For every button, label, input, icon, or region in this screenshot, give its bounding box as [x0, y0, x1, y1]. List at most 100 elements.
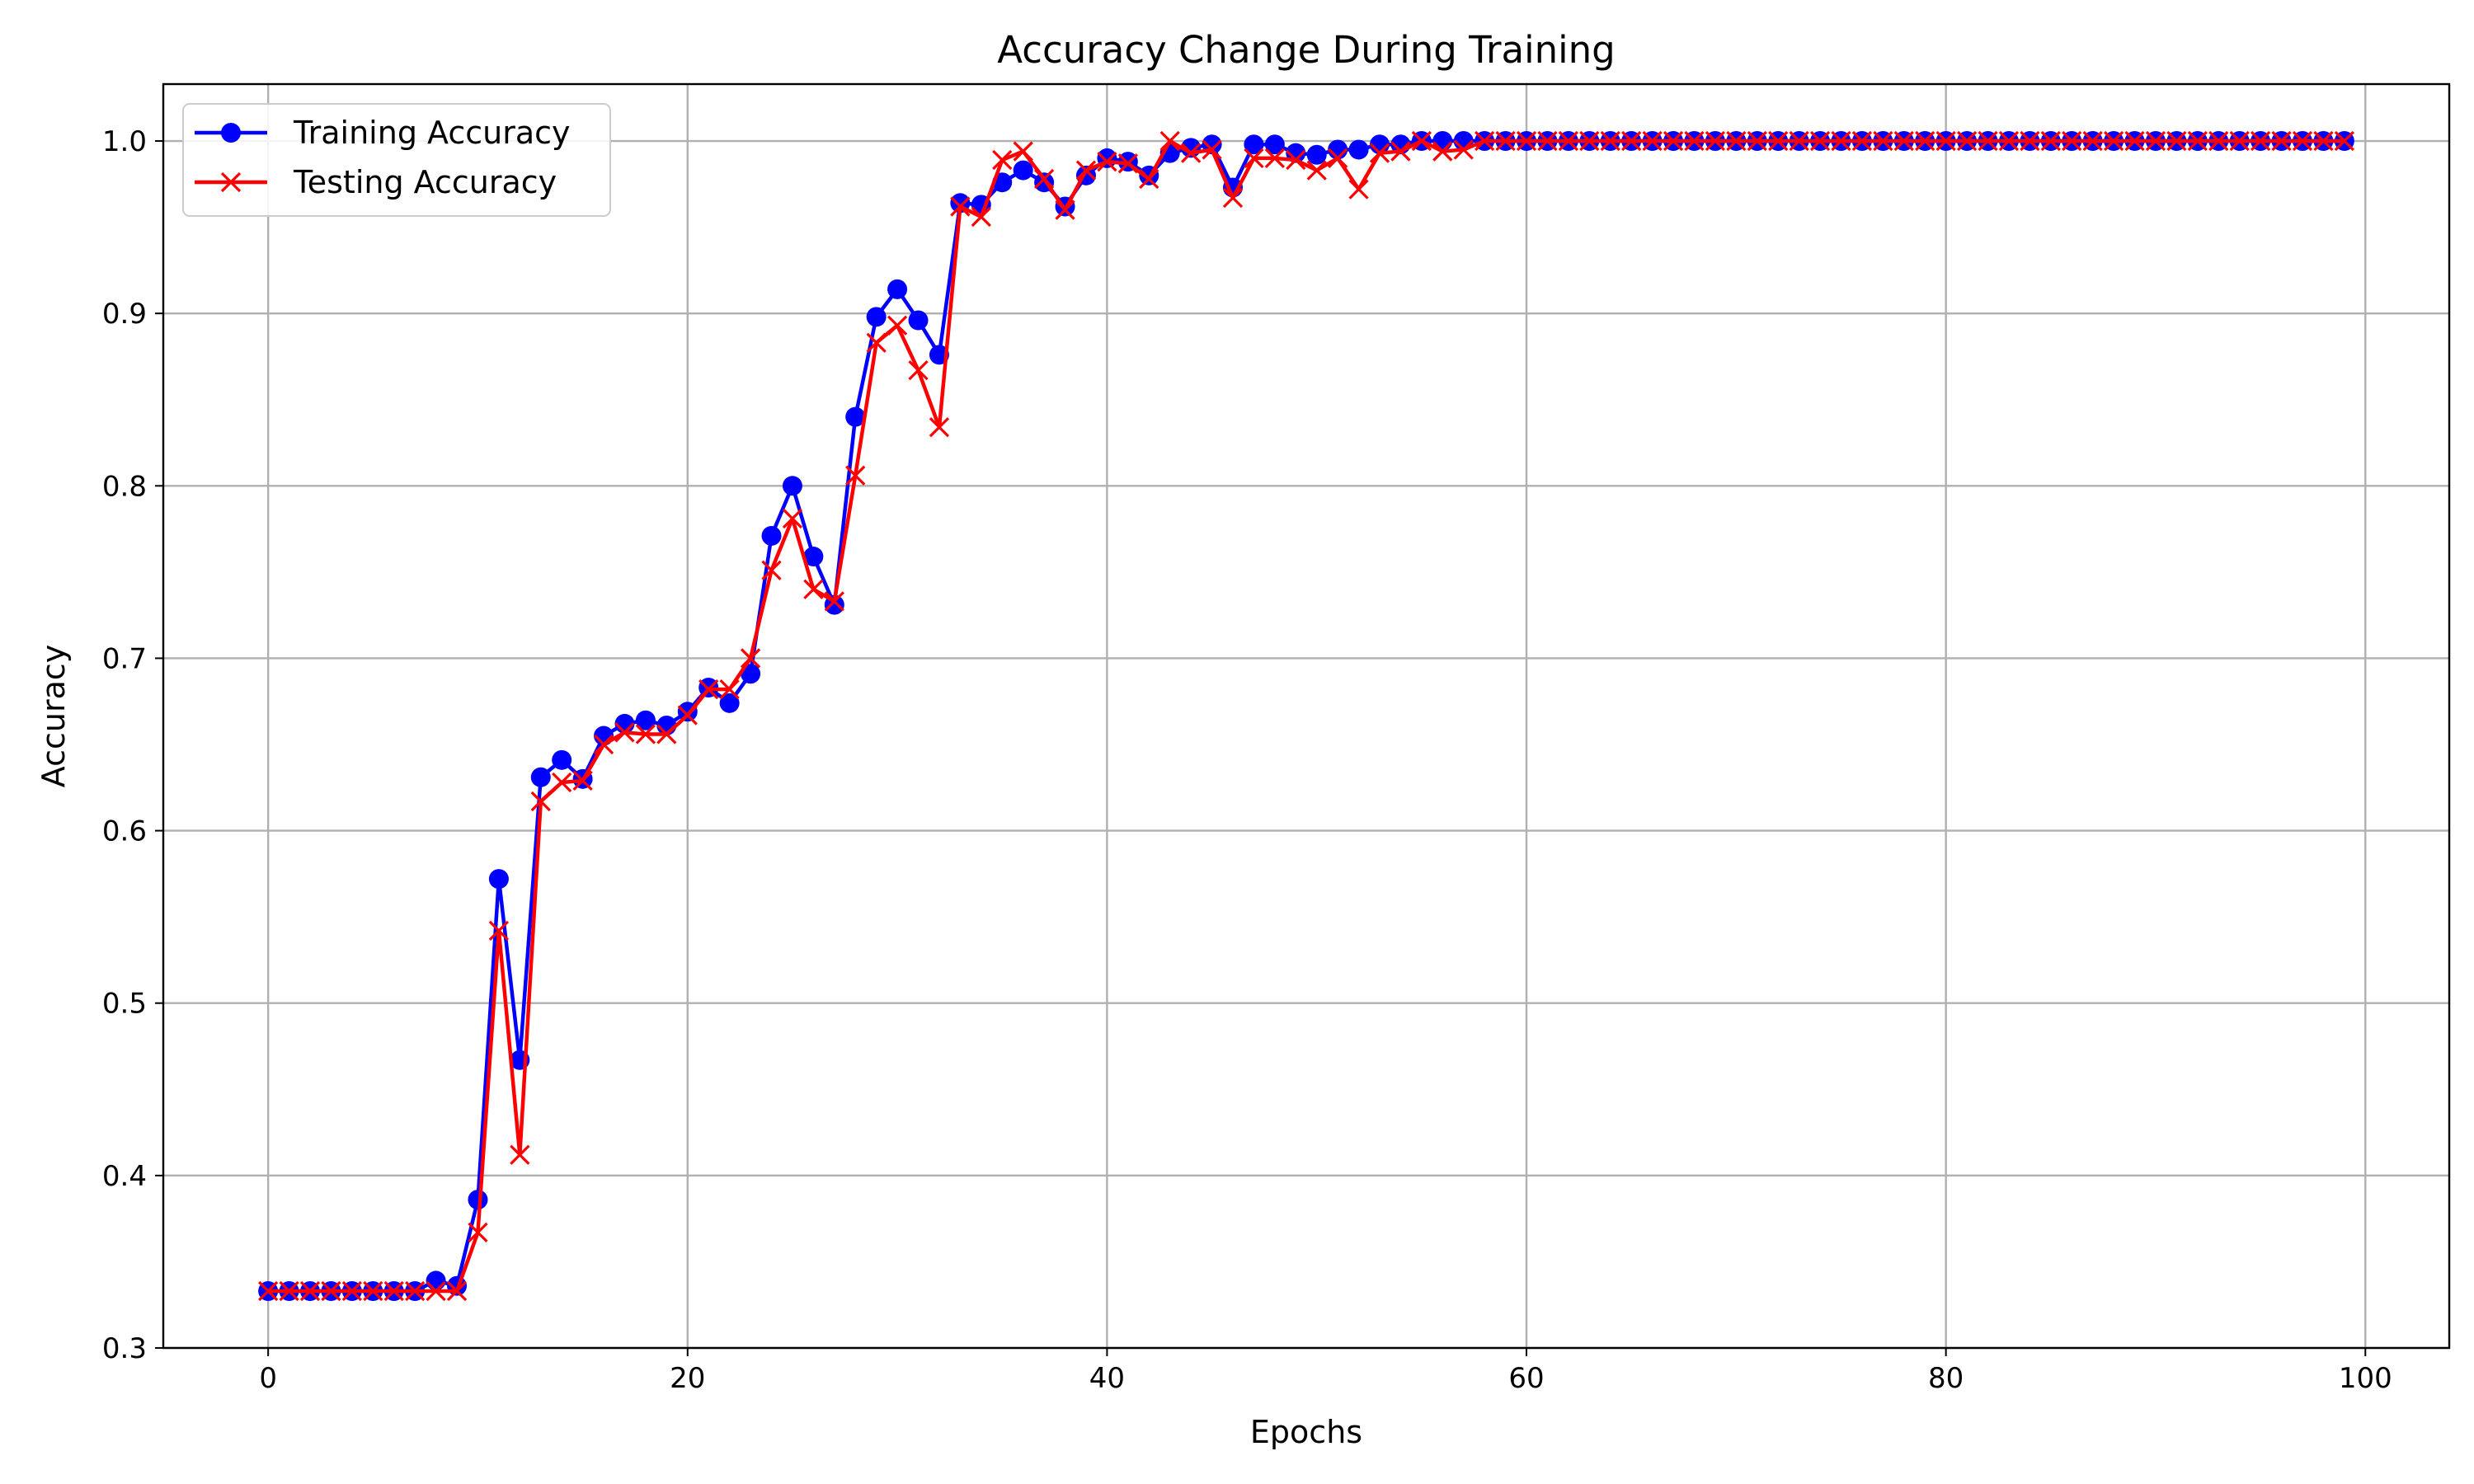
testing-point — [1264, 148, 1285, 169]
series-testing-accuracy — [258, 130, 2354, 1302]
y-tick-label: 0.3 — [102, 1332, 147, 1365]
y-tick-label: 0.7 — [102, 642, 147, 675]
testing-point — [363, 1280, 383, 1302]
testing-point — [2082, 130, 2103, 152]
testing-point — [1537, 130, 1558, 152]
y-axis-title: Accuracy — [35, 645, 72, 788]
testing-point — [1600, 130, 1620, 152]
testing-point — [1831, 130, 1851, 152]
testing-point — [572, 770, 593, 791]
testing-point — [383, 1280, 404, 1302]
testing-point — [1956, 130, 1978, 152]
testing-point — [1495, 130, 1516, 152]
testing-point — [1747, 130, 1767, 152]
testing-point — [887, 315, 908, 336]
testing-point — [656, 724, 677, 744]
testing-point — [1726, 130, 1747, 152]
testing-point — [2103, 130, 2124, 152]
testing-point — [1033, 168, 1055, 190]
testing-point — [677, 705, 698, 726]
testing-point — [1579, 130, 1600, 152]
testing-point — [1055, 200, 1075, 220]
training-point — [1348, 139, 1369, 160]
training-point — [1264, 134, 1285, 155]
testing-point — [1244, 148, 1264, 169]
testing-point — [1097, 151, 1117, 172]
testing-point — [1286, 149, 1306, 171]
testing-point — [929, 417, 950, 438]
testing-point — [2145, 130, 2166, 152]
x-tick-label: 100 — [2339, 1362, 2392, 1395]
testing-point — [321, 1280, 341, 1302]
testing-point — [1117, 153, 1138, 174]
legend: Training Accuracy Testing Accuracy — [182, 103, 611, 217]
testing-point — [1663, 130, 1684, 152]
legend-item: Testing Accuracy — [195, 164, 557, 200]
testing-point — [866, 332, 887, 353]
legend-label: Training Accuracy — [293, 115, 571, 151]
training-point — [488, 869, 509, 890]
testing-point — [1180, 143, 1202, 163]
testing-point — [510, 1144, 530, 1165]
testing-point — [1789, 130, 1809, 152]
testing-point — [552, 772, 572, 793]
testing-point — [1348, 179, 1369, 200]
training-point — [719, 693, 740, 713]
y-tick-label: 0.9 — [102, 298, 147, 331]
x-tick-label: 0 — [259, 1362, 277, 1395]
training-point — [530, 767, 551, 787]
legend-label: Testing Accuracy — [293, 164, 557, 200]
testing-point — [258, 1280, 279, 1302]
testing-point — [299, 1280, 321, 1302]
legend-item: Training Accuracy — [195, 115, 571, 151]
training-point — [908, 310, 929, 331]
y-tick-label: 0.6 — [102, 815, 147, 848]
x-tick-label: 80 — [1928, 1362, 1964, 1395]
testing-point — [1306, 160, 1327, 181]
testing-point — [2229, 130, 2250, 152]
testing-point — [2062, 130, 2082, 152]
testing-point — [1935, 130, 1956, 152]
training-point — [1244, 134, 1264, 155]
x-tick-label: 20 — [670, 1362, 705, 1395]
testing-point — [446, 1280, 468, 1302]
testing-point — [1390, 141, 1411, 162]
testing-point — [1475, 130, 1495, 152]
testing-point — [1013, 141, 1033, 162]
testing-point — [530, 791, 551, 812]
testing-point — [593, 734, 614, 755]
testing-point — [1915, 130, 1935, 152]
testing-point — [992, 149, 1013, 171]
testing-point — [845, 465, 866, 486]
testing-point — [1222, 187, 1244, 209]
testing-point — [971, 206, 991, 228]
testing-point — [1893, 130, 1914, 152]
testing-point — [740, 648, 761, 669]
testing-point — [1558, 130, 1579, 152]
testing-point — [2271, 130, 2292, 152]
testing-point — [279, 1280, 299, 1302]
training-point — [866, 307, 887, 327]
training-point — [803, 547, 824, 567]
testing-point — [1642, 130, 1663, 152]
testing-point — [488, 920, 510, 942]
testing-point — [1159, 130, 1180, 152]
x-axis-title: Epochs — [1250, 1414, 1362, 1450]
testing-point — [2040, 130, 2061, 152]
testing-point — [1516, 130, 1537, 152]
y-tick-label: 0.4 — [102, 1160, 147, 1193]
chart-title: Accuracy Change During Training — [997, 28, 1615, 72]
x-tick-label: 40 — [1089, 1362, 1125, 1395]
testing-point — [698, 679, 719, 700]
y-tick-label: 0.8 — [102, 470, 147, 503]
testing-point — [468, 1222, 488, 1243]
testing-point — [2313, 130, 2334, 152]
training-point — [761, 525, 782, 546]
legend-marker — [220, 171, 242, 193]
x-tick-label: 60 — [1508, 1362, 1544, 1395]
testing-point — [405, 1280, 426, 1302]
testing-point — [1768, 130, 1789, 152]
testing-point — [2124, 130, 2145, 152]
